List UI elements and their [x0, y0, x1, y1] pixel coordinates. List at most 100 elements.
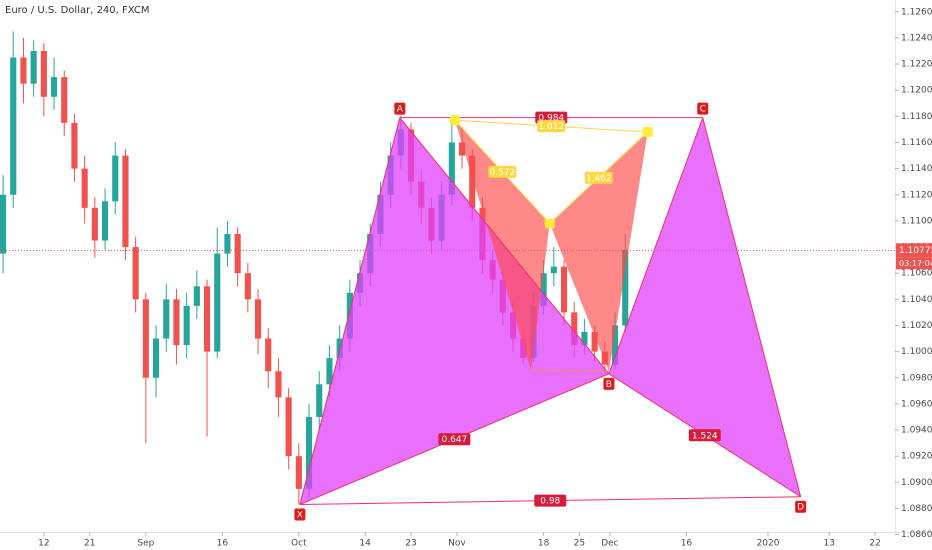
candle-body: [571, 312, 578, 346]
candle-body: [244, 273, 251, 300]
candle-body: [163, 299, 170, 339]
label-box: [537, 120, 566, 133]
y-tick-label: 1.12200: [901, 60, 932, 70]
candle-body: [295, 456, 302, 489]
candle-body: [234, 233, 241, 274]
y-tick-label: 1.09400: [901, 426, 932, 436]
candle-body: [193, 286, 200, 306]
candle-body: [336, 338, 343, 359]
label-text: B: [606, 380, 612, 390]
label-box: [438, 433, 471, 446]
pattern-line: [399, 117, 610, 375]
x-tick-label: 25: [574, 539, 585, 549]
chart-title: Euro / U.S. Dollar, 240, FXCM: [5, 5, 150, 16]
y-tick-label: 1.12600: [901, 7, 932, 17]
label-text: 0.647: [442, 435, 468, 445]
x-tick-label: 12: [38, 539, 49, 549]
last-price-box: [896, 243, 932, 258]
candle-body: [61, 77, 68, 123]
y-tick-label: 1.11600: [901, 138, 932, 148]
candle-body: [285, 397, 292, 457]
label-box: [795, 500, 807, 513]
x-tick-label: 16: [217, 539, 229, 549]
pattern-triangle: [299, 117, 609, 505]
y-tick-label: 1.09800: [901, 373, 932, 383]
candle-body: [316, 384, 323, 417]
y-tick-label: 1.10600: [901, 269, 932, 279]
pattern2-point: [642, 127, 653, 138]
label-box: [688, 429, 721, 442]
candle-body: [581, 332, 588, 346]
candle-body: [132, 247, 139, 300]
label-text: X: [297, 511, 303, 521]
candle-body: [622, 249, 629, 326]
x-tick-label: 2020: [757, 539, 780, 549]
label-box: [697, 102, 709, 115]
label-text: 0.984: [538, 114, 564, 124]
label-text: 0.572: [489, 168, 515, 178]
candle-body: [448, 142, 455, 195]
candle-body: [81, 168, 88, 208]
candle-body: [10, 57, 17, 195]
candle-body: [50, 77, 58, 97]
candle-body: [152, 338, 160, 378]
x-tick-label: Oct: [291, 539, 307, 549]
candle-body: [326, 358, 333, 385]
label-text: 0.98: [540, 497, 560, 507]
label-box: [394, 102, 406, 115]
candle-body: [183, 305, 190, 346]
countdown-box: [896, 257, 932, 270]
y-tick-label: 1.09600: [901, 399, 932, 409]
countdown-label: 03:17:04: [899, 259, 932, 268]
candle-body: [550, 266, 557, 274]
label-text: A: [397, 105, 404, 115]
candle-body: [305, 416, 313, 489]
y-tick-label: 1.12400: [901, 33, 932, 43]
pattern-triangle: [608, 117, 801, 497]
pattern2-point: [449, 115, 460, 126]
x-tick-label: 21: [84, 539, 95, 549]
candle-body: [469, 155, 476, 208]
pattern2-triangle: [549, 132, 648, 372]
pattern2-point: [544, 218, 555, 229]
label-box: [488, 165, 517, 178]
x-tick-label: 22: [869, 539, 880, 549]
pattern-line: [608, 117, 704, 375]
candle-body: [611, 325, 619, 365]
candle-body: [91, 207, 98, 241]
y-tick-label: 1.11200: [901, 190, 932, 200]
y-tick-label: 1.08800: [901, 504, 932, 514]
x-tick-label: 23: [405, 539, 416, 549]
x-tick-label: 16: [681, 539, 693, 549]
y-tick-label: 1.10400: [901, 295, 932, 305]
candle-body: [101, 201, 109, 241]
candle-body: [458, 142, 466, 156]
candle-body: [224, 233, 231, 254]
candle-body: [591, 332, 598, 352]
label-box: [584, 171, 613, 184]
y-tick-label: 1.11000: [901, 216, 932, 226]
candle-body: [203, 286, 211, 352]
y-tick-label: 1.11400: [901, 164, 932, 174]
candle-body: [142, 299, 149, 378]
candle-body: [275, 371, 282, 398]
x-tick-label: Dec: [601, 539, 618, 549]
y-tick-label: 1.12000: [901, 86, 932, 96]
x-tick-label: 18: [538, 539, 550, 549]
label-text: C: [700, 105, 706, 115]
pattern2-line: [530, 369, 609, 372]
label-box: [294, 508, 306, 521]
pattern2-triangle: [454, 120, 550, 370]
candle-body: [30, 50, 37, 84]
label-text: 1.524: [692, 431, 718, 441]
candle-body: [265, 338, 272, 372]
y-tick-label: 1.10000: [901, 347, 932, 357]
label-text: D: [797, 503, 804, 513]
candle-body: [560, 266, 568, 313]
candle-body: [112, 155, 119, 202]
candle-body: [40, 50, 47, 97]
y-tick-label: 1.11800: [901, 112, 932, 122]
candle-body: [122, 155, 129, 248]
last-price-label: 1.10775: [899, 246, 932, 256]
y-tick-label: 1.08600: [901, 530, 932, 540]
